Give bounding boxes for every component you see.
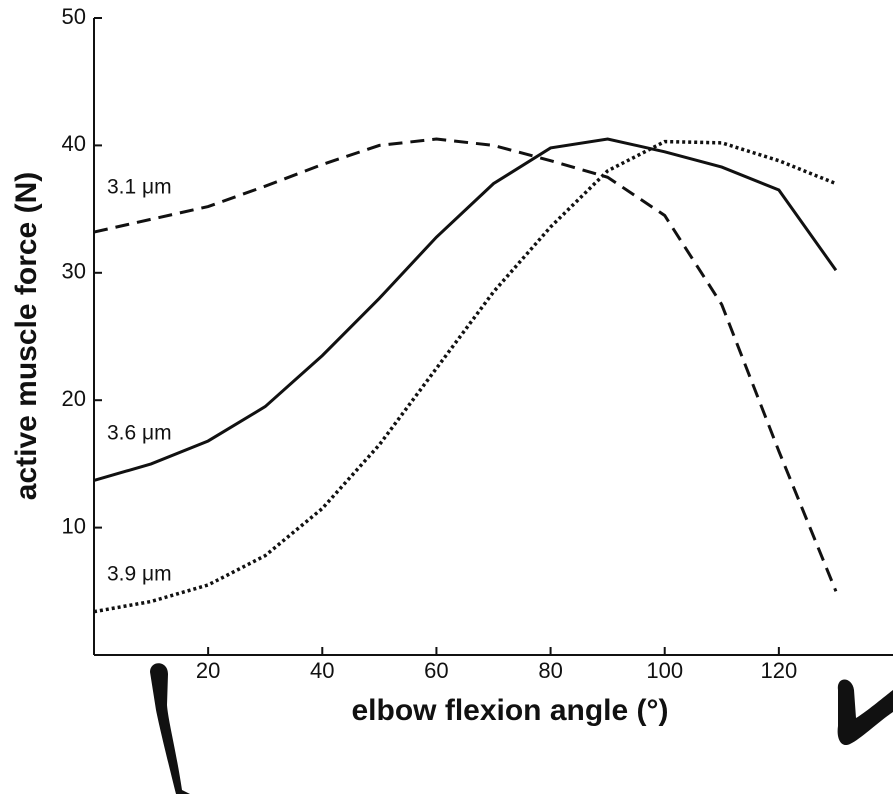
x-tick-label: 60 bbox=[424, 658, 448, 683]
arm-extended-icon bbox=[150, 663, 190, 794]
arm-flexed-icon bbox=[837, 679, 893, 746]
y-tick-label: 30 bbox=[62, 259, 86, 284]
x-tick-label: 40 bbox=[310, 658, 334, 683]
series-line bbox=[93, 139, 837, 614]
series-label: 3.9 μm bbox=[107, 563, 172, 586]
y-tick-label: 10 bbox=[62, 513, 86, 538]
x-tick-label: 80 bbox=[538, 658, 562, 683]
x-tick-label: 20 bbox=[196, 658, 220, 683]
x-axis-title: elbow flexion angle (°) bbox=[351, 694, 668, 727]
x-tick-label: 100 bbox=[646, 658, 683, 683]
series-label: 3.6 μm bbox=[107, 422, 172, 445]
y-tick-label: 50 bbox=[62, 4, 86, 29]
y-axis-title: active muscle force (N) bbox=[10, 172, 43, 500]
y-tick-label: 20 bbox=[62, 386, 86, 411]
series-line bbox=[93, 137, 838, 482]
x-tick-label: 120 bbox=[760, 658, 797, 683]
series-label: 3.1 μm bbox=[107, 176, 172, 199]
series-line bbox=[93, 137, 838, 592]
y-tick-label: 40 bbox=[62, 131, 86, 156]
